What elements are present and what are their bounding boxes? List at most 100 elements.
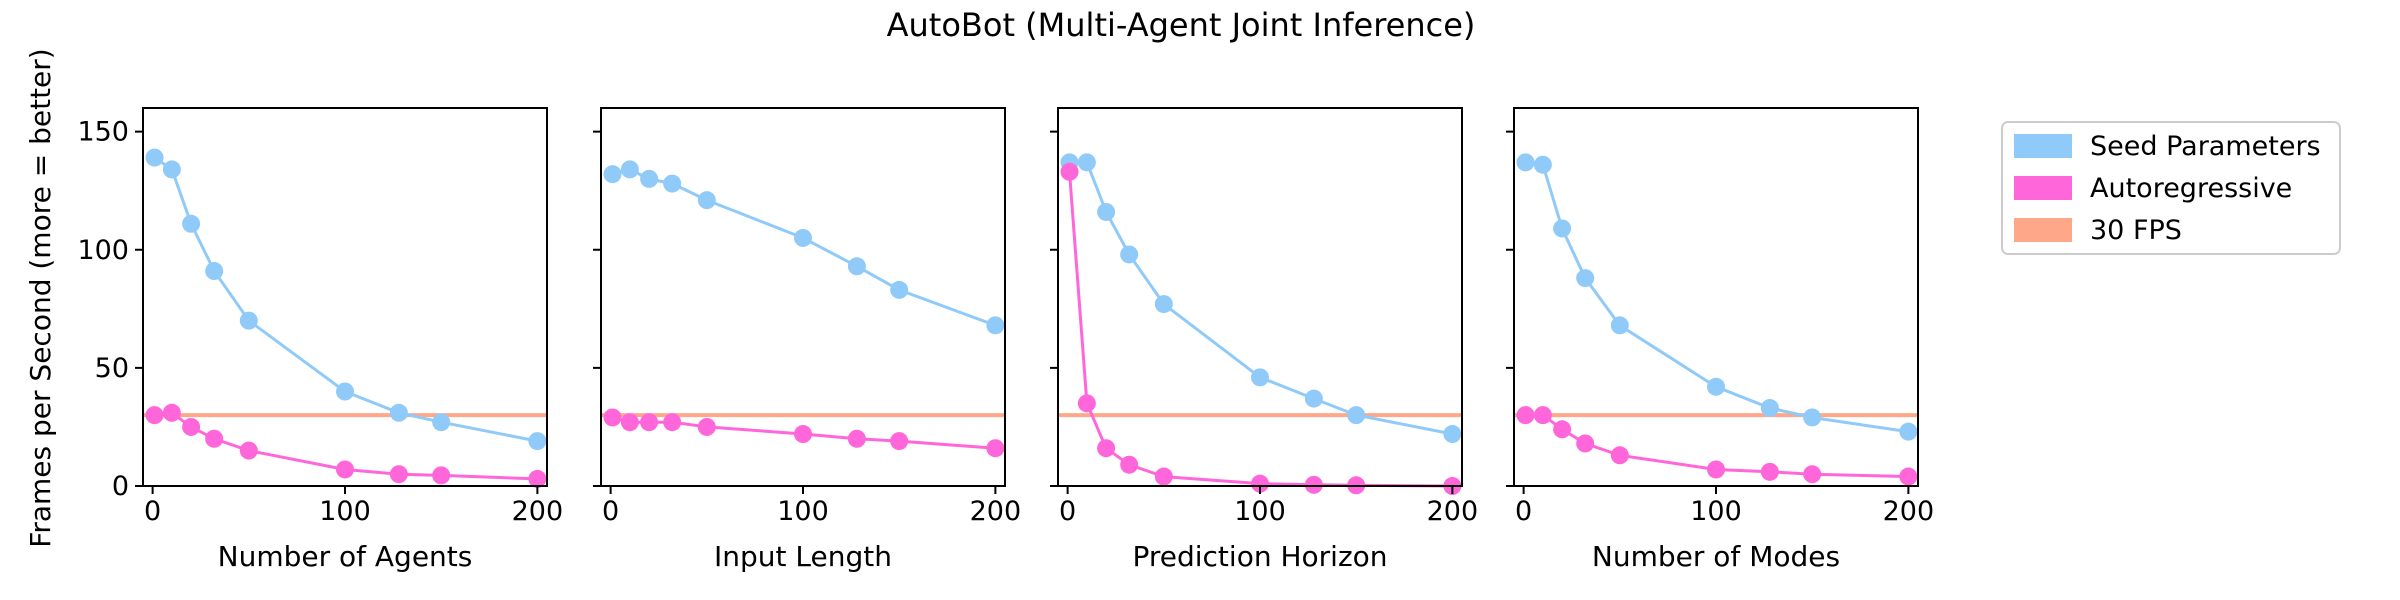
- seed-parameters-point: [986, 316, 1005, 335]
- seed-parameters-point: [389, 403, 408, 422]
- autoregressive-point: [145, 406, 164, 425]
- autoregressive-point: [603, 408, 622, 427]
- autoregressive-point: [1576, 434, 1595, 453]
- seed-parameters-point: [620, 160, 639, 179]
- seed-parameters-point: [890, 280, 909, 299]
- seed-parameters-line: [612, 167, 996, 327]
- seed-parameters-point: [1443, 425, 1462, 444]
- x-tick-label: 100: [319, 496, 371, 527]
- legend-label: Seed Parameters: [2090, 131, 2321, 162]
- autoregressive-point: [890, 432, 909, 451]
- seed-parameters-line: [1069, 160, 1453, 436]
- seed-parameters-point: [603, 165, 622, 184]
- x-tick-label: 100: [777, 496, 829, 527]
- x-tick-label: 0: [1515, 496, 1532, 527]
- seed-parameters-point: [1120, 245, 1139, 264]
- seed-parameters-point: [432, 413, 451, 432]
- panel-2: 0 100 200 Input Length: [593, 107, 1022, 573]
- x-axis-label: Number of Modes: [1592, 540, 1840, 573]
- autoregressive-line: [1068, 171, 1453, 488]
- seed-parameters-point: [336, 382, 354, 401]
- autoregressive-point: [1304, 475, 1323, 494]
- x-tick-label: 0: [1059, 496, 1076, 527]
- x-tick-label: 100: [1234, 496, 1286, 527]
- panel-4: 0 100 200 Number of Modes: [1506, 107, 1935, 573]
- autoregressive-point: [389, 465, 408, 484]
- seed-parameters-point: [640, 169, 659, 188]
- autoregressive-point: [1899, 467, 1918, 486]
- seed-parameters-point: [1803, 408, 1822, 427]
- seed-parameters-point: [1610, 316, 1629, 335]
- y-axis-label: Frames per Second (more = better): [24, 48, 57, 547]
- seed-parameters-point: [182, 214, 201, 233]
- autoregressive-point: [205, 429, 224, 448]
- x-axis-label: Input Length: [714, 540, 892, 573]
- x-tick-label: 200: [1883, 496, 1935, 527]
- x-tick-label: 0: [144, 496, 161, 527]
- autoregressive-point: [620, 413, 639, 432]
- axes-frame: [142, 107, 548, 487]
- legend-swatch: [2014, 134, 2072, 158]
- axes-frame: [1513, 107, 1919, 487]
- seed-parameters-point: [162, 160, 181, 179]
- seed-parameters-point: [528, 432, 547, 451]
- seed-parameters-point: [1760, 399, 1779, 418]
- autoregressive-point: [986, 439, 1005, 458]
- autoregressive-point: [162, 403, 181, 422]
- x-tick-label: 200: [970, 496, 1022, 527]
- autoregressive-point: [1760, 462, 1779, 481]
- autoregressive-point: [847, 429, 866, 448]
- seed-parameters-point: [1576, 269, 1595, 288]
- autoregressive-point: [336, 460, 354, 479]
- autoregressive-point: [663, 413, 682, 432]
- legend-label: Autoregressive: [2090, 173, 2292, 204]
- legend-label: 30 FPS: [2090, 215, 2182, 246]
- autoregressive-point: [1097, 439, 1116, 458]
- seed-parameters-point: [697, 191, 716, 210]
- autoregressive-point: [182, 417, 201, 436]
- autoregressive-point: [1077, 394, 1096, 413]
- seed-parameters-point: [1251, 368, 1269, 387]
- panel-1: 0 100 200 0 50 100 150 Number of Agents: [77, 107, 564, 573]
- autoregressive-point: [1803, 465, 1822, 484]
- autoregressive-point: [1120, 455, 1139, 474]
- autoregressive-point: [1610, 446, 1629, 465]
- seed-parameters-point: [663, 174, 682, 193]
- autoregressive-point: [1707, 460, 1725, 479]
- x-axis-label: Prediction Horizon: [1132, 540, 1387, 573]
- y-tick-label: 100: [77, 235, 129, 266]
- x-tick-label: 0: [602, 496, 619, 527]
- autoregressive-point: [697, 417, 716, 436]
- x-tick-label: 200: [1427, 496, 1479, 527]
- seed-parameters-point: [1516, 153, 1535, 172]
- legend-swatch: [2014, 218, 2072, 242]
- seed-parameters-point: [205, 262, 224, 281]
- seed-parameters-point: [1899, 422, 1918, 441]
- autoregressive-point: [1533, 406, 1552, 425]
- autoregressive-point: [1553, 420, 1572, 439]
- legend-swatch: [2014, 176, 2072, 200]
- legend: Seed Parameters Autoregressive 30 FPS: [2001, 121, 2341, 255]
- seed-parameters-point: [1553, 219, 1572, 238]
- autoregressive-point: [1154, 467, 1173, 486]
- figure-title: AutoBot (Multi-Agent Joint Inference): [887, 6, 1476, 44]
- seed-parameters-point: [1097, 202, 1116, 221]
- seed-parameters-point: [1077, 153, 1096, 172]
- autoregressive-point: [1060, 162, 1079, 181]
- chart-panels: 0 100 200 0 50 100 150 Number of Agents 0 100 200 I…: [77, 107, 1935, 573]
- y-tick-label: 0: [112, 471, 129, 502]
- autoregressive-point: [239, 441, 258, 460]
- seed-parameters-point: [1154, 295, 1173, 314]
- x-tick-label: 200: [512, 496, 564, 527]
- autoregressive-point: [432, 466, 451, 485]
- y-tick-label: 50: [95, 353, 129, 384]
- seed-parameters-point: [239, 311, 258, 330]
- x-axis-label: Number of Agents: [218, 540, 473, 573]
- legend-box: [2001, 121, 2341, 255]
- panel-3: 0 100 200 Prediction Horizon: [1050, 107, 1479, 573]
- seed-parameters-point: [847, 257, 866, 276]
- seed-parameters-point: [145, 148, 164, 167]
- autoregressive-point: [794, 425, 812, 444]
- x-tick-label: 100: [1690, 496, 1742, 527]
